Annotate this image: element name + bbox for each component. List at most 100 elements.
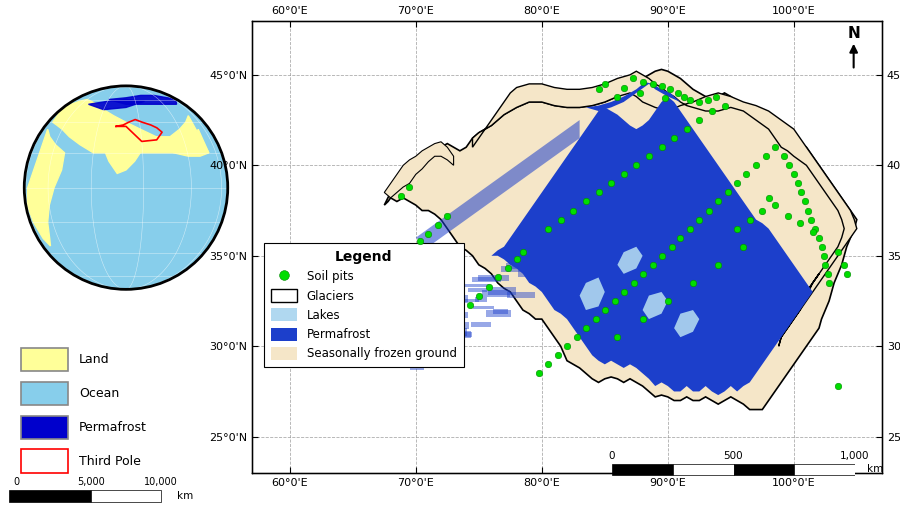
FancyBboxPatch shape [471, 322, 491, 327]
Point [702, 207, 716, 215]
Polygon shape [643, 292, 668, 319]
FancyBboxPatch shape [518, 258, 542, 262]
FancyBboxPatch shape [478, 275, 509, 281]
Point [472, 291, 486, 300]
FancyBboxPatch shape [556, 242, 574, 249]
FancyBboxPatch shape [464, 299, 479, 302]
Point [566, 207, 580, 215]
Polygon shape [384, 69, 857, 410]
Point [692, 215, 706, 224]
FancyBboxPatch shape [526, 251, 541, 255]
Text: 1,000: 1,000 [841, 451, 869, 461]
Text: Third Pole: Third Pole [79, 455, 141, 468]
Polygon shape [102, 144, 142, 173]
Point [516, 248, 530, 256]
Polygon shape [384, 142, 454, 198]
FancyBboxPatch shape [21, 415, 68, 439]
FancyBboxPatch shape [506, 263, 524, 269]
FancyBboxPatch shape [562, 210, 571, 216]
Point [645, 261, 660, 269]
Point [768, 143, 782, 151]
Text: Ocean: Ocean [79, 387, 120, 400]
Point [805, 215, 819, 224]
Polygon shape [416, 120, 580, 247]
Polygon shape [580, 278, 605, 310]
Point [742, 215, 757, 224]
Point [736, 243, 751, 251]
FancyBboxPatch shape [508, 257, 536, 264]
FancyBboxPatch shape [518, 270, 544, 278]
Text: 0: 0 [13, 477, 19, 487]
Point [431, 221, 446, 229]
Point [768, 201, 782, 209]
Point [541, 360, 555, 369]
Point [680, 125, 694, 133]
Point [837, 261, 851, 269]
Text: Permafrost: Permafrost [79, 421, 147, 434]
FancyBboxPatch shape [531, 272, 551, 276]
Point [711, 261, 725, 269]
Polygon shape [674, 310, 699, 337]
Point [661, 297, 675, 305]
Point [683, 96, 698, 104]
FancyBboxPatch shape [455, 313, 468, 318]
FancyBboxPatch shape [541, 224, 562, 227]
FancyBboxPatch shape [519, 260, 543, 266]
Point [831, 382, 845, 390]
Point [604, 179, 618, 188]
Point [440, 212, 454, 220]
Point [532, 369, 546, 377]
Point [793, 219, 807, 227]
Point [721, 188, 735, 196]
FancyBboxPatch shape [91, 490, 161, 502]
Point [645, 80, 660, 88]
Point [749, 161, 763, 170]
Point [761, 194, 776, 202]
FancyBboxPatch shape [794, 464, 855, 475]
Point [610, 93, 625, 101]
Point [759, 152, 773, 160]
Point [570, 333, 584, 341]
FancyBboxPatch shape [468, 288, 487, 292]
Point [633, 89, 647, 97]
Point [806, 228, 820, 236]
Point [616, 288, 631, 296]
FancyBboxPatch shape [572, 231, 578, 240]
Point [673, 233, 688, 242]
Point [626, 279, 641, 287]
Point [667, 134, 681, 142]
Point [692, 116, 706, 124]
Point [677, 93, 691, 101]
Point [421, 230, 436, 238]
Point [412, 237, 427, 245]
FancyBboxPatch shape [449, 332, 473, 337]
FancyBboxPatch shape [21, 347, 68, 372]
Text: 0: 0 [608, 451, 616, 461]
FancyBboxPatch shape [673, 464, 734, 475]
Point [670, 89, 685, 97]
FancyBboxPatch shape [446, 329, 464, 334]
Point [629, 161, 643, 170]
Point [616, 83, 631, 91]
FancyBboxPatch shape [405, 320, 432, 324]
Point [635, 270, 650, 278]
Point [794, 188, 808, 196]
Point [683, 225, 698, 233]
Point [730, 179, 744, 188]
FancyBboxPatch shape [530, 259, 557, 264]
Point [831, 248, 845, 256]
FancyBboxPatch shape [447, 304, 463, 307]
FancyBboxPatch shape [520, 251, 538, 255]
FancyBboxPatch shape [486, 310, 511, 317]
Point [711, 197, 725, 206]
Point [626, 75, 640, 83]
FancyBboxPatch shape [440, 301, 454, 307]
FancyBboxPatch shape [410, 363, 424, 370]
Polygon shape [617, 247, 643, 274]
Point [608, 297, 622, 305]
Text: km: km [177, 491, 194, 501]
Point [635, 78, 650, 86]
FancyBboxPatch shape [492, 309, 508, 314]
Text: Land: Land [79, 353, 110, 366]
Point [692, 98, 706, 106]
